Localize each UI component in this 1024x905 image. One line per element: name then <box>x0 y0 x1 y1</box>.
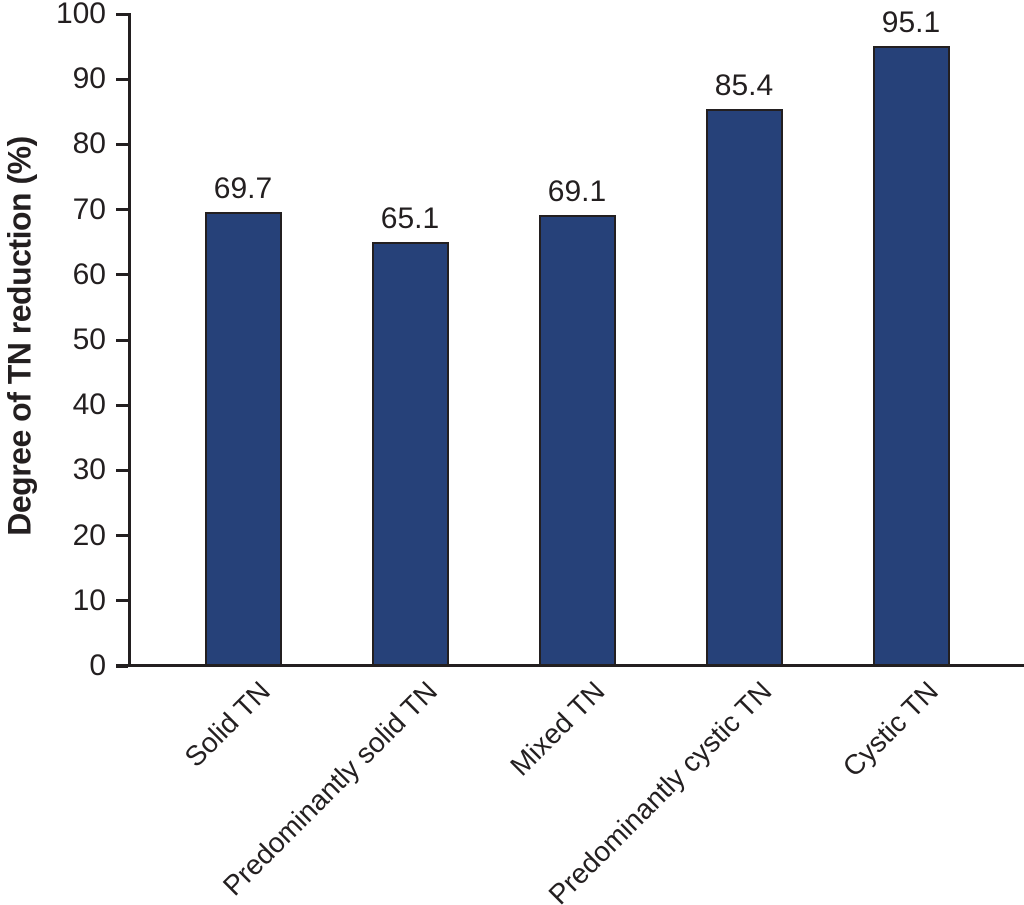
bar-value-label: 85.4 <box>714 69 774 103</box>
bar-2 <box>538 215 616 666</box>
y-tick-mark <box>116 664 128 668</box>
y-tick-mark <box>116 208 128 212</box>
y-tick-label: 50 <box>72 323 106 356</box>
y-tick-label: 30 <box>72 453 106 487</box>
bar-value-label: 69.1 <box>547 175 607 209</box>
y-tick-mark <box>116 273 128 277</box>
y-tick-mark <box>116 599 128 603</box>
bar-value-label: 95.1 <box>881 5 941 39</box>
y-tick-label: 80 <box>72 127 106 161</box>
bar-value-label: 69.7 <box>213 171 273 205</box>
y-tick-label: 70 <box>72 192 106 226</box>
y-tick-label: 60 <box>72 257 106 291</box>
y-tick-label: 20 <box>72 518 106 552</box>
bar-0 <box>204 211 282 666</box>
y-tick-mark <box>116 12 128 16</box>
y-axis-line <box>128 13 131 667</box>
x-category-label: Solid TN <box>178 675 277 773</box>
bar-value-label: 65.1 <box>380 201 440 235</box>
y-tick-label: 100 <box>55 0 106 30</box>
y-tick-mark <box>116 534 128 538</box>
y-tick-mark <box>116 338 128 342</box>
y-tick-mark <box>116 403 128 407</box>
y-tick-mark <box>116 468 128 472</box>
x-category-label: Cystic TN <box>836 675 945 783</box>
y-tick-label: 90 <box>72 62 106 96</box>
y-tick-label: 10 <box>72 583 106 617</box>
bar-4 <box>872 45 950 666</box>
y-tick-label: 0 <box>89 649 106 682</box>
x-category-label: Mixed TN <box>503 675 611 782</box>
y-tick-mark <box>116 77 128 81</box>
bar-3 <box>705 109 783 666</box>
y-tick-mark <box>116 142 128 146</box>
bar-1 <box>371 241 449 666</box>
y-tick-label: 40 <box>72 388 106 422</box>
